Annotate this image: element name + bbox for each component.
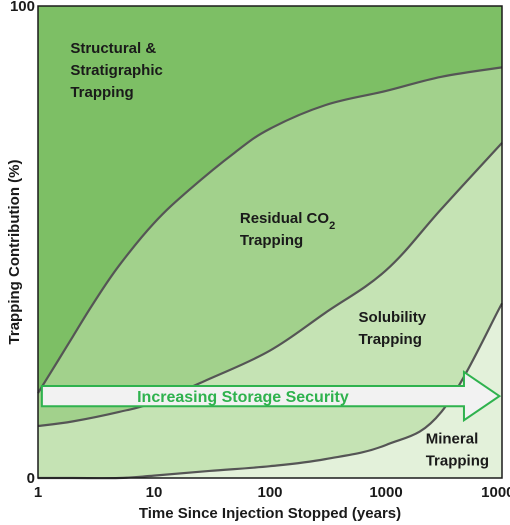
region-label-line: Mineral	[426, 431, 479, 448]
arrow-layer: Increasing Storage Security	[40, 370, 502, 423]
region-labels-layer: Structural & Stratigraphic TrappingResidua…	[70, 40, 489, 469]
x-axis-title: Time Since Injection Stopped (years)	[139, 505, 401, 522]
curve-residual-top	[37, 66, 503, 394]
region-mineral	[38, 303, 502, 479]
region-label-line: Trapping	[240, 232, 303, 249]
y-tick-label: 100	[10, 0, 35, 15]
region-label-2: Residual CO2 Trapping	[240, 210, 335, 249]
y-tick-label: 0	[27, 470, 35, 487]
region-label-line: Trapping	[426, 453, 489, 470]
x-tick-label: 100	[257, 484, 282, 501]
ticks-layer: 1 10 100 1000 10000 0 100	[10, 0, 510, 501]
x-tick-label: 1	[34, 484, 42, 501]
region-label-4: Mineral Trapping	[426, 431, 489, 470]
x-tick-label: 1000	[369, 484, 402, 501]
storage-security-arrow	[40, 370, 502, 423]
x-tick-label: 10000	[481, 484, 510, 501]
curve-solubility-top	[37, 142, 503, 428]
x-tick-label: 10	[146, 484, 163, 501]
region-label-line: Trapping	[359, 331, 422, 348]
region-label-1: Structural & Stratigraphic Trapping	[70, 40, 163, 101]
region-label-line: Structural &	[70, 40, 156, 57]
region-label-line: Solubility	[359, 309, 427, 326]
region-label-line: Stratigraphic	[70, 62, 163, 79]
arrow-label: Increasing Storage Security	[137, 389, 349, 406]
y-axis-title: Trapping Contribution (%)	[6, 160, 23, 345]
region-label-line: Trapping	[70, 84, 133, 101]
plot-frame	[37, 5, 503, 479]
region-label-3: Solubility Trapping	[359, 309, 427, 348]
region-label-subscript: 2	[329, 220, 335, 232]
region-label-line: Residual CO	[240, 210, 330, 227]
